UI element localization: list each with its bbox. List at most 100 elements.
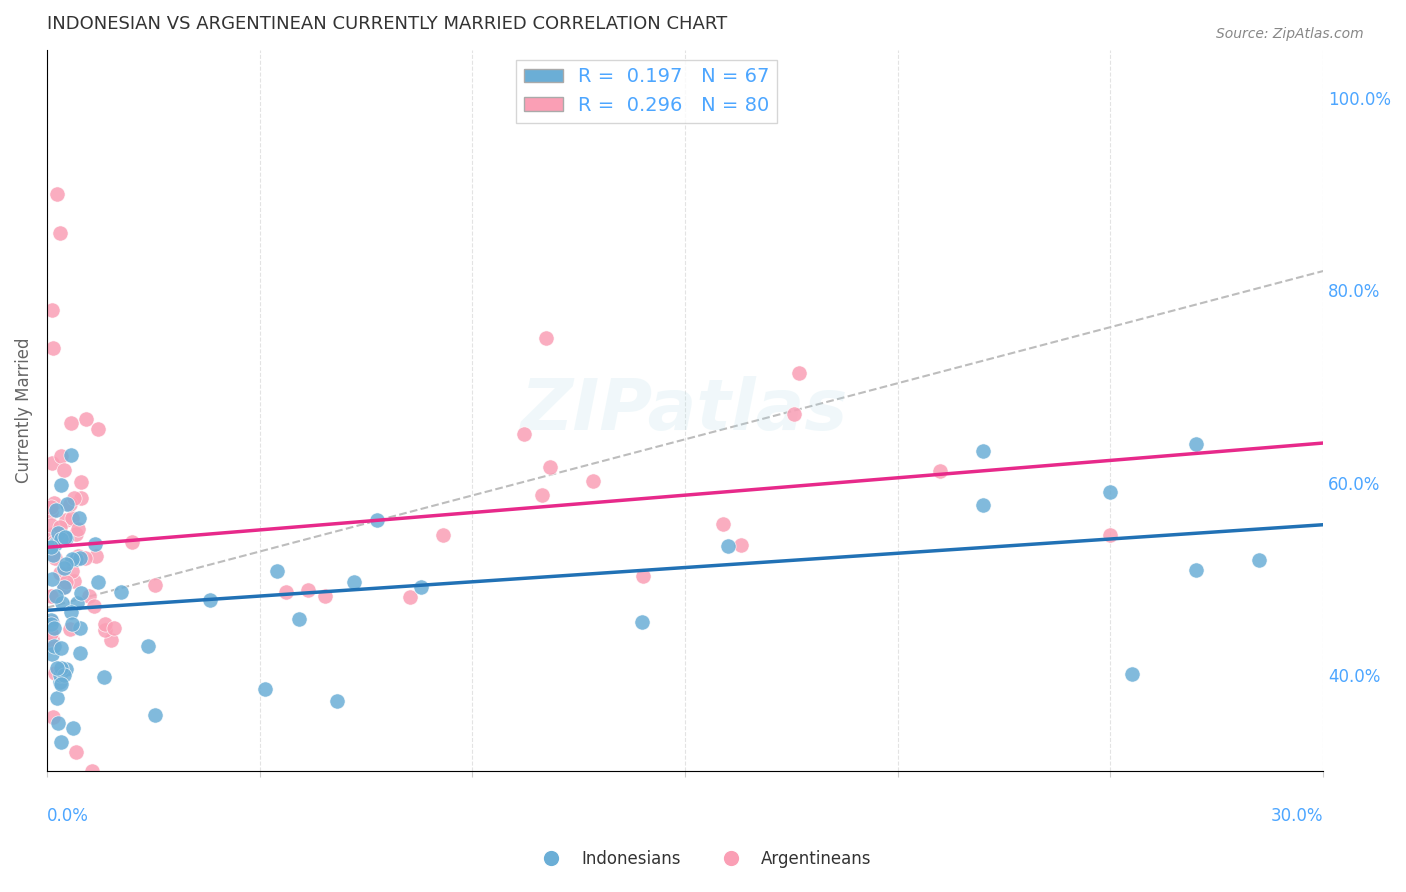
Point	[63, 574, 86, 588]
Text: Source: ZipAtlas.com: Source: ZipAtlas.com	[1216, 27, 1364, 41]
Point	[972, 498, 994, 512]
Point	[41, 632, 63, 646]
Point	[52, 463, 75, 477]
Point	[1121, 666, 1143, 681]
Point	[52, 561, 75, 575]
Point	[314, 589, 336, 603]
Point	[46, 716, 69, 731]
Point	[39, 540, 62, 554]
Point	[66, 549, 89, 564]
Point	[45, 661, 67, 675]
Point	[51, 640, 73, 655]
Point	[631, 569, 654, 583]
Point	[49, 566, 72, 580]
Point	[39, 589, 62, 603]
Point	[49, 520, 72, 534]
Point	[84, 537, 107, 551]
Point	[60, 617, 83, 632]
Point	[44, 537, 66, 551]
Point	[52, 580, 75, 594]
Point	[65, 552, 87, 566]
Point	[1099, 485, 1122, 500]
Point	[53, 668, 76, 682]
Point	[44, 666, 66, 681]
Point	[787, 366, 810, 380]
Point	[55, 531, 77, 545]
Point	[53, 531, 76, 545]
Point	[59, 606, 82, 620]
Point	[42, 548, 65, 562]
Point	[87, 422, 110, 436]
Point	[39, 613, 62, 627]
Point	[44, 551, 66, 566]
Point	[41, 302, 63, 317]
Point	[143, 578, 166, 592]
Legend: R =  0.197   N = 67, R =  0.296   N = 80: R = 0.197 N = 67, R = 0.296 N = 80	[516, 60, 778, 123]
Point	[70, 586, 93, 600]
Point	[39, 626, 62, 640]
Point	[46, 187, 69, 202]
Point	[39, 637, 62, 651]
Point	[276, 585, 298, 599]
Point	[326, 693, 349, 707]
Point	[75, 551, 97, 566]
Point	[41, 647, 63, 661]
Point	[93, 670, 115, 684]
Point	[42, 535, 65, 549]
Point	[1099, 528, 1122, 542]
Point	[39, 518, 62, 533]
Point	[41, 572, 63, 586]
Point	[538, 460, 561, 475]
Point	[254, 681, 277, 696]
Point	[42, 589, 65, 603]
Point	[60, 551, 83, 566]
Point	[60, 448, 83, 462]
Point	[44, 621, 66, 635]
Point	[60, 416, 83, 430]
Point	[711, 516, 734, 531]
Point	[55, 662, 77, 676]
Point	[55, 513, 77, 527]
Text: 30.0%: 30.0%	[1271, 807, 1323, 825]
Point	[42, 341, 65, 355]
Point	[49, 668, 72, 682]
Point	[343, 574, 366, 589]
Point	[582, 475, 605, 489]
Point	[67, 511, 90, 525]
Point	[783, 407, 806, 421]
Point	[41, 589, 63, 603]
Point	[65, 527, 87, 541]
Point	[45, 691, 67, 706]
Point	[62, 565, 84, 579]
Point	[75, 411, 97, 425]
Point	[77, 590, 100, 604]
Point	[42, 527, 65, 541]
Point	[366, 512, 388, 526]
Point	[82, 764, 104, 779]
Point	[59, 496, 82, 510]
Point	[94, 624, 117, 638]
Point	[730, 538, 752, 552]
Point	[287, 613, 309, 627]
Point	[84, 549, 107, 564]
Point	[100, 632, 122, 647]
Point	[432, 528, 454, 542]
Point	[143, 708, 166, 723]
Point	[59, 622, 82, 636]
Point	[41, 456, 63, 470]
Point	[42, 710, 65, 724]
Point	[136, 640, 159, 654]
Point	[39, 500, 62, 515]
Point	[56, 497, 79, 511]
Point	[69, 621, 91, 635]
Point	[716, 540, 738, 554]
Point	[42, 496, 65, 510]
Point	[69, 646, 91, 660]
Point	[62, 721, 84, 735]
Point	[69, 551, 91, 566]
Point	[67, 523, 90, 537]
Point	[52, 580, 75, 594]
Point	[297, 583, 319, 598]
Point	[49, 735, 72, 749]
Point	[83, 599, 105, 613]
